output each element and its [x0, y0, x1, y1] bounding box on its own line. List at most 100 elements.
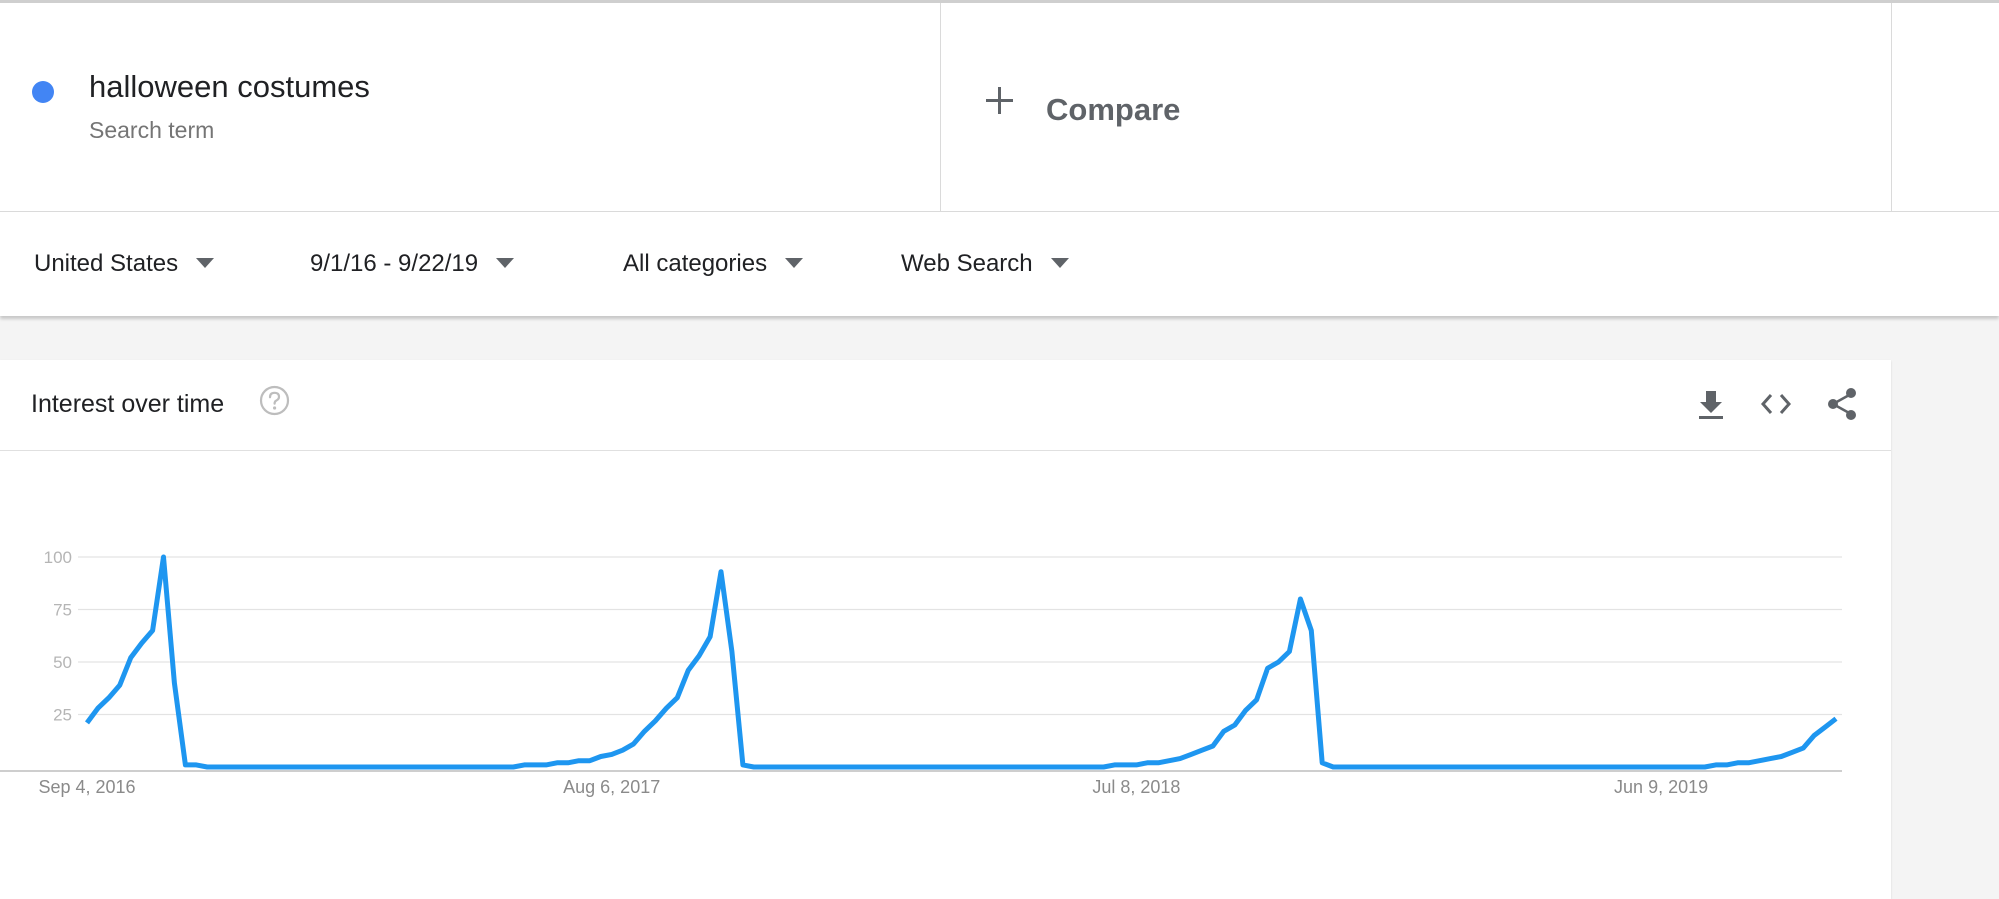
data-point[interactable]: [1012, 763, 1020, 771]
data-point[interactable]: [1548, 763, 1556, 771]
data-point[interactable]: [848, 763, 856, 771]
data-point[interactable]: [345, 763, 353, 771]
data-point[interactable]: [662, 704, 670, 712]
data-point[interactable]: [422, 763, 430, 771]
data-point[interactable]: [138, 639, 146, 647]
data-point[interactable]: [1493, 763, 1501, 771]
data-point[interactable]: [1318, 759, 1326, 767]
data-point[interactable]: [433, 763, 441, 771]
data-point[interactable]: [684, 666, 692, 674]
data-point[interactable]: [1766, 755, 1774, 763]
data-point[interactable]: [651, 717, 659, 725]
data-point[interactable]: [1438, 763, 1446, 771]
data-point[interactable]: [1285, 648, 1293, 656]
data-point[interactable]: [837, 763, 845, 771]
data-point[interactable]: [170, 679, 178, 687]
data-point[interactable]: [881, 763, 889, 771]
data-point[interactable]: [487, 763, 495, 771]
data-point[interactable]: [1482, 763, 1490, 771]
data-point[interactable]: [1592, 763, 1600, 771]
data-point[interactable]: [1799, 744, 1807, 752]
data-point[interactable]: [1406, 763, 1414, 771]
data-point[interactable]: [400, 763, 408, 771]
region-dropdown[interactable]: United States: [34, 250, 215, 278]
data-point[interactable]: [925, 763, 933, 771]
data-point[interactable]: [947, 763, 955, 771]
data-point[interactable]: [1745, 759, 1753, 767]
data-point[interactable]: [1777, 753, 1785, 761]
category-dropdown[interactable]: All categories: [623, 250, 804, 278]
data-point[interactable]: [1329, 763, 1337, 771]
data-point[interactable]: [269, 763, 277, 771]
data-point[interactable]: [542, 761, 550, 769]
data-point[interactable]: [1712, 761, 1720, 769]
data-point[interactable]: [608, 750, 616, 758]
data-point[interactable]: [1209, 742, 1217, 750]
data-point[interactable]: [1187, 750, 1195, 758]
data-point[interactable]: [192, 761, 200, 769]
data-point[interactable]: [750, 763, 758, 771]
compare-button[interactable]: Compare: [941, 3, 1892, 211]
data-point[interactable]: [1657, 763, 1665, 771]
data-point[interactable]: [1810, 732, 1818, 740]
data-point[interactable]: [149, 627, 157, 635]
data-point[interactable]: [1395, 763, 1403, 771]
data-point[interactable]: [258, 763, 266, 771]
data-point[interactable]: [826, 763, 834, 771]
data-point[interactable]: [94, 704, 102, 712]
data-point[interactable]: [1220, 727, 1228, 735]
data-point[interactable]: [619, 746, 627, 754]
data-point[interactable]: [1755, 757, 1763, 765]
data-point[interactable]: [313, 763, 321, 771]
data-point[interactable]: [597, 753, 605, 761]
data-point[interactable]: [1613, 763, 1621, 771]
data-point[interactable]: [181, 761, 189, 769]
data-point[interactable]: [280, 763, 288, 771]
data-point[interactable]: [1231, 721, 1239, 729]
data-point[interactable]: [1428, 763, 1436, 771]
data-point[interactable]: [1417, 763, 1425, 771]
data-point[interactable]: [1373, 763, 1381, 771]
data-point[interactable]: [1515, 763, 1523, 771]
data-point[interactable]: [815, 763, 823, 771]
data-point[interactable]: [378, 763, 386, 771]
data-point[interactable]: [1362, 763, 1370, 771]
data-point[interactable]: [903, 763, 911, 771]
series-line[interactable]: [84, 554, 1838, 770]
data-point[interactable]: [302, 763, 310, 771]
data-point[interactable]: [1526, 763, 1534, 771]
data-point[interactable]: [247, 763, 255, 771]
data-point[interactable]: [1045, 763, 1053, 771]
data-point[interactable]: [105, 694, 113, 702]
data-point[interactable]: [1176, 755, 1184, 763]
data-point[interactable]: [783, 763, 791, 771]
data-point[interactable]: [116, 681, 124, 689]
download-icon[interactable]: [1693, 386, 1729, 422]
data-point[interactable]: [1165, 757, 1173, 765]
data-point[interactable]: [1001, 763, 1009, 771]
data-point[interactable]: [1242, 706, 1250, 714]
data-point[interactable]: [520, 761, 528, 769]
share-icon[interactable]: [1824, 386, 1860, 422]
data-point[interactable]: [990, 763, 998, 771]
data-point[interactable]: [1034, 763, 1042, 771]
data-point[interactable]: [236, 763, 244, 771]
data-point[interactable]: [695, 652, 703, 660]
data-point[interactable]: [225, 763, 233, 771]
data-point[interactable]: [1471, 763, 1479, 771]
data-point[interactable]: [1821, 723, 1829, 731]
data-point[interactable]: [83, 719, 91, 727]
data-point[interactable]: [936, 763, 944, 771]
data-point[interactable]: [914, 763, 922, 771]
data-point[interactable]: [1264, 664, 1272, 672]
data-point[interactable]: [1089, 763, 1097, 771]
data-point[interactable]: [466, 763, 474, 771]
data-point[interactable]: [1668, 763, 1676, 771]
data-point[interactable]: [444, 763, 452, 771]
data-point[interactable]: [334, 763, 342, 771]
data-point[interactable]: [1056, 763, 1064, 771]
data-point[interactable]: [127, 654, 135, 662]
data-point[interactable]: [1275, 658, 1283, 666]
data-point[interactable]: [968, 763, 976, 771]
data-point[interactable]: [367, 763, 375, 771]
